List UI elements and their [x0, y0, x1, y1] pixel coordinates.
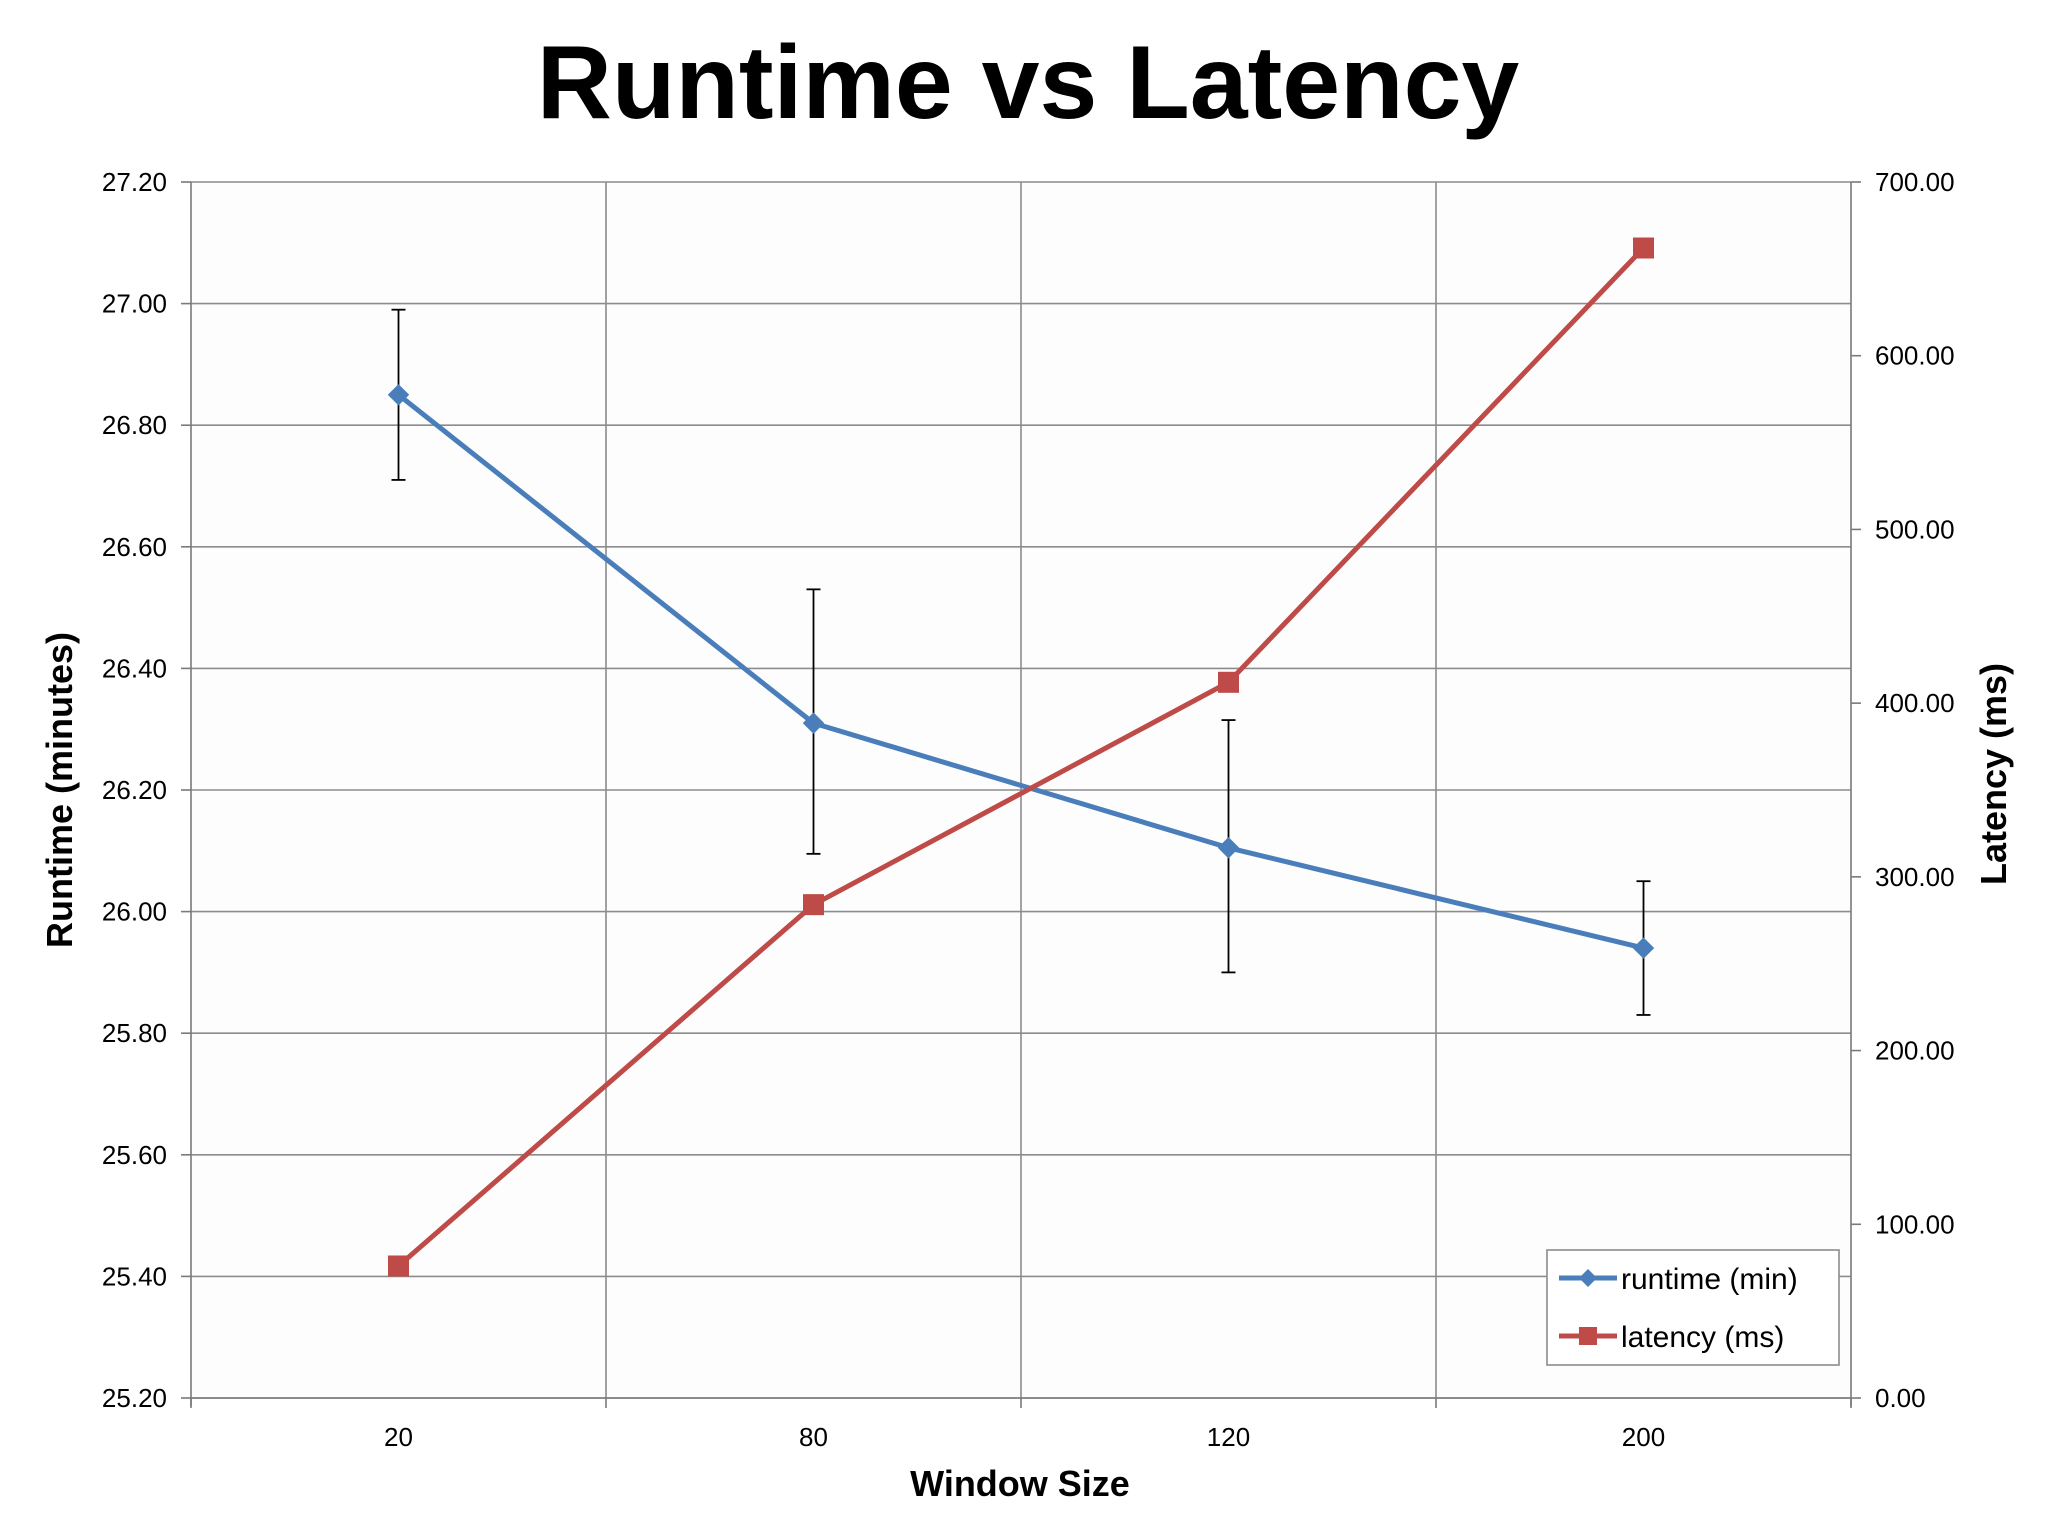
right-tick-label: 600.00: [1875, 341, 1955, 371]
data-point: [1217, 837, 1240, 859]
left-tick-label: 25.40: [102, 1261, 167, 1291]
data-point: [1633, 237, 1654, 259]
right-tick-label: 100.00: [1875, 1209, 1955, 1239]
y-axis-label-left: Runtime (minutes): [39, 632, 80, 948]
legend: runtime (min) latency (ms): [1546, 1249, 1840, 1366]
data-point: [1218, 671, 1239, 693]
left-axis-ticks: 25.20 25.40 25.60 25.80 26.00 26.20 26.40 26.60…: [102, 167, 191, 1413]
right-tick-label: 200.00: [1875, 1036, 1955, 1066]
series-square: [388, 237, 1654, 1277]
left-tick-label: 25.20: [102, 1383, 167, 1413]
left-tick-label: 26.40: [102, 653, 167, 683]
right-tick-label: 0.00: [1875, 1383, 1926, 1413]
x-tick-label: 20: [384, 1422, 413, 1452]
data-point: [388, 1255, 409, 1277]
right-tick-label: 700.00: [1875, 167, 1955, 197]
legend-label: latency (ms): [1621, 1321, 1784, 1354]
left-tick-label: 27.20: [102, 167, 167, 197]
legend-marker: [1579, 1269, 1597, 1287]
data-point: [802, 712, 825, 734]
right-tick-label: 500.00: [1875, 514, 1955, 544]
x-axis-label: Window Size: [910, 1463, 1130, 1504]
series-line: [396, 392, 1645, 951]
chart-title: Runtime vs Latency: [537, 25, 1520, 141]
legend-box: [1546, 1249, 1840, 1366]
gridlines: [191, 181, 1851, 1399]
legend-label: runtime (min): [1621, 1263, 1798, 1296]
data-point: [387, 384, 410, 406]
x-tick-label: 200: [1622, 1422, 1665, 1452]
x-tick-label: 80: [799, 1422, 828, 1452]
left-tick-label: 26.80: [102, 410, 167, 440]
left-tick-label: 26.00: [102, 897, 167, 927]
left-tick-label: 25.60: [102, 1140, 167, 1170]
series: [387, 237, 1655, 1277]
x-axis-ticks: 20 80 120 200: [190, 1398, 1852, 1452]
left-tick-label: 26.60: [102, 532, 167, 562]
legend-marker: [1579, 1327, 1597, 1345]
data-point: [803, 894, 824, 916]
right-axis-ticks: 0.00 100.00 200.00 300.00 400.00 500.00 600.00…: [1851, 167, 1955, 1413]
data-point: [1632, 937, 1655, 959]
left-tick-label: 26.20: [102, 775, 167, 805]
right-tick-label: 400.00: [1875, 688, 1955, 718]
left-tick-label: 25.80: [102, 1018, 167, 1048]
series-line: [396, 246, 1646, 1268]
series-diamond: [387, 308, 1655, 1016]
right-tick-label: 300.00: [1875, 862, 1955, 892]
y-axis-label-right: Latency (ms): [1973, 663, 2014, 885]
left-tick-label: 27.00: [102, 289, 167, 319]
x-tick-label: 120: [1207, 1422, 1250, 1452]
